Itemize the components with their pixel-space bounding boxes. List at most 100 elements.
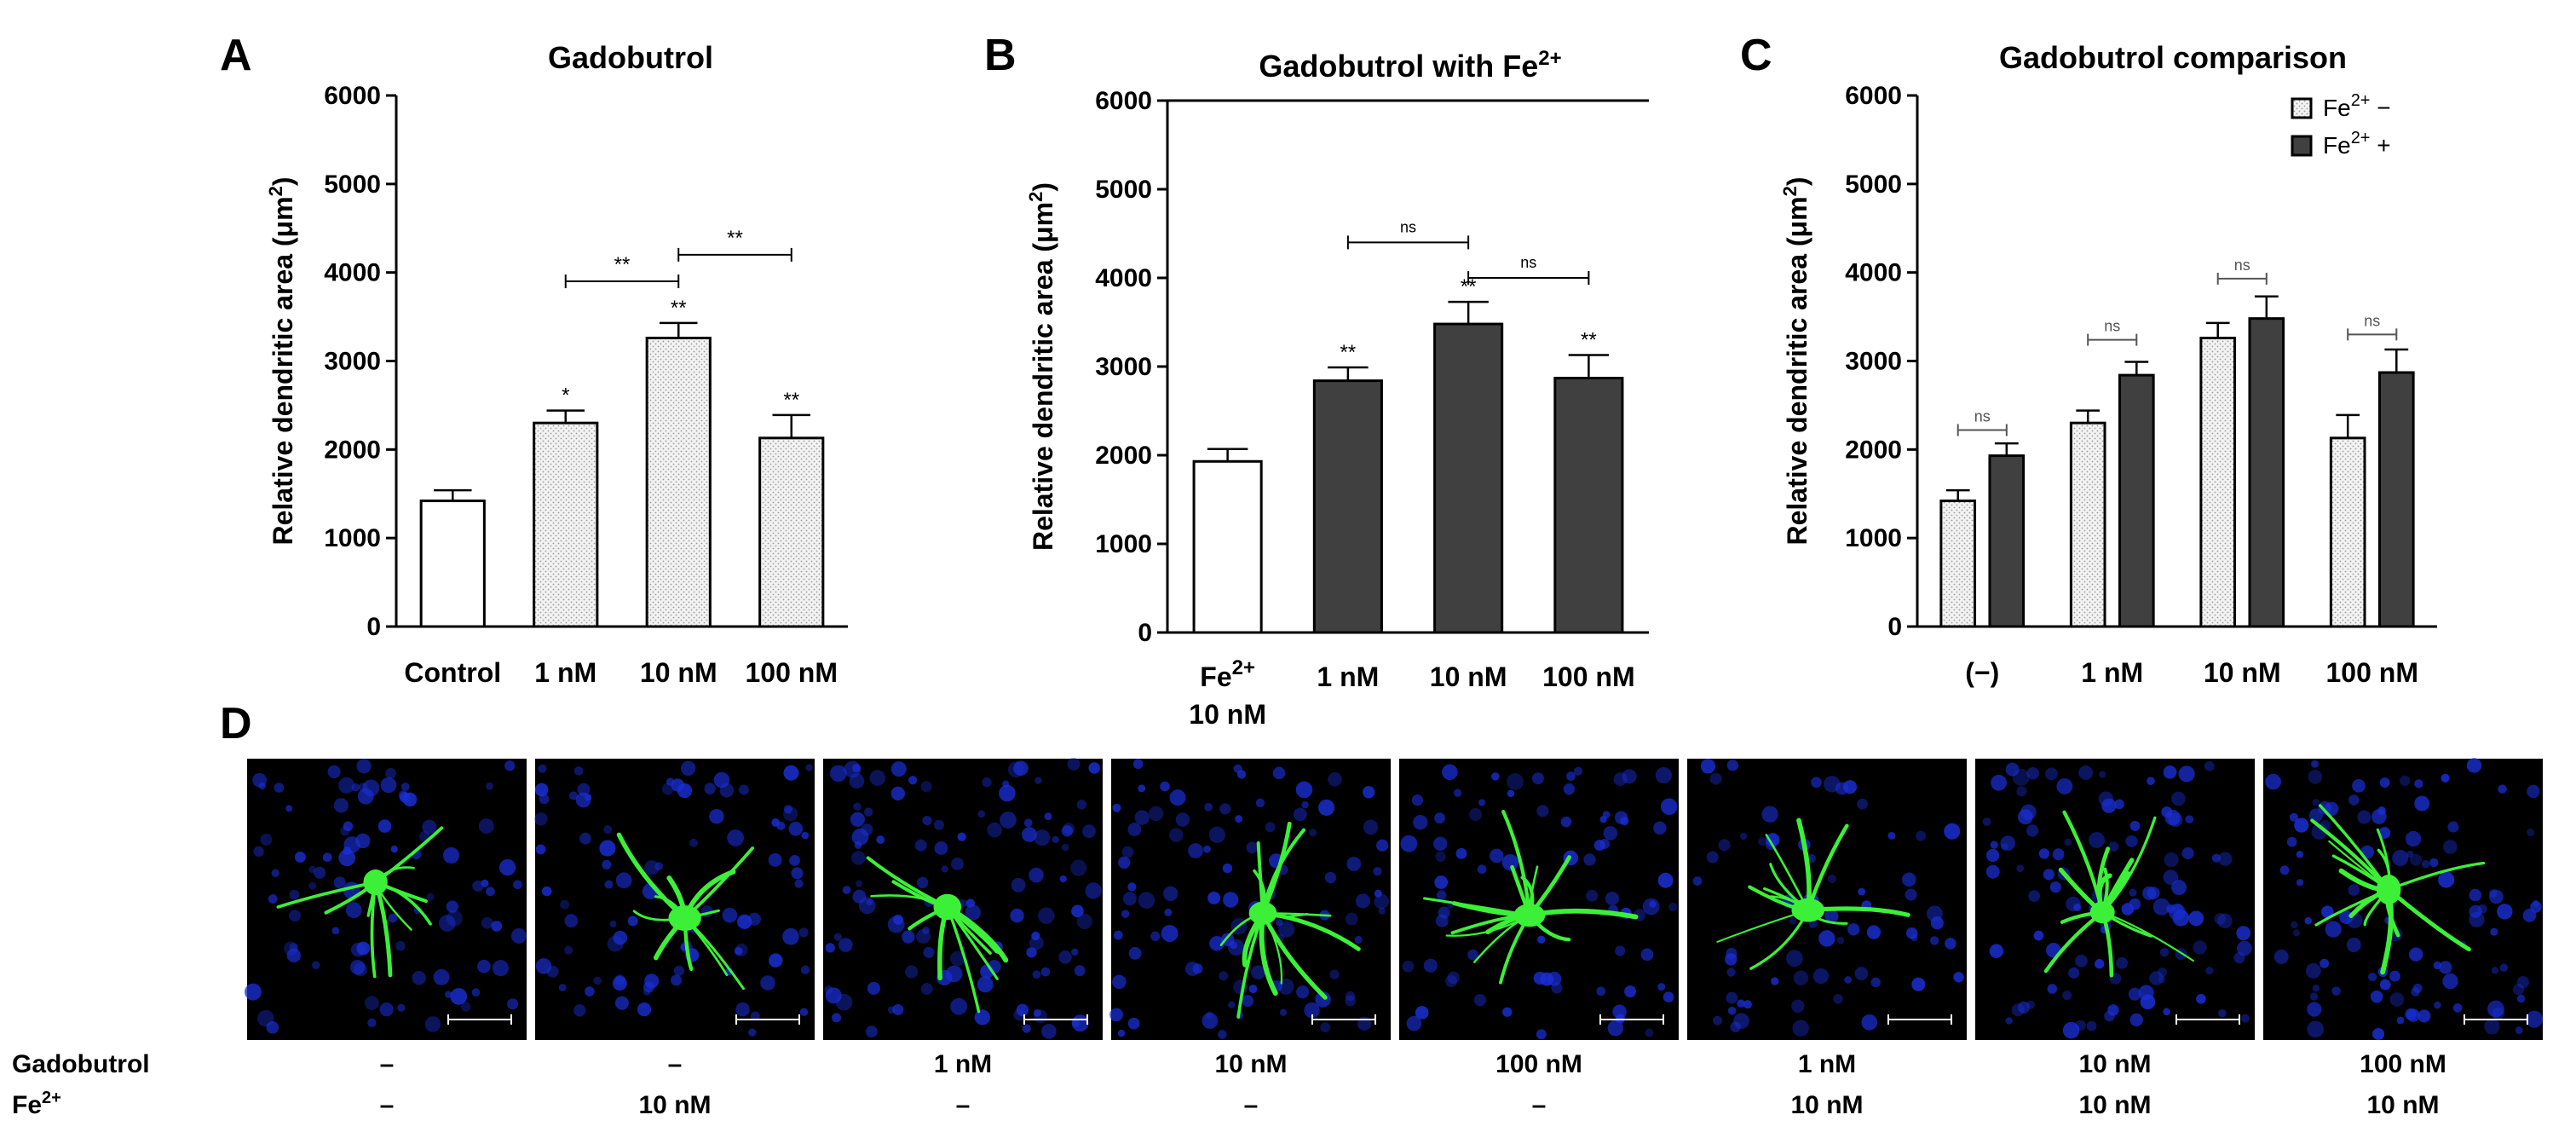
nucleus-dot <box>1477 864 1487 875</box>
fe-condition-label: – <box>380 1091 395 1119</box>
nucleus-dot <box>1870 977 1881 988</box>
y-tick-label: 3000 <box>324 348 381 376</box>
x-category-label: 10 nM <box>2204 657 2281 688</box>
nucleus-dot <box>1490 848 1504 864</box>
nucleus-dot <box>957 832 966 841</box>
nucleus-dot <box>949 950 965 967</box>
nucleus-dot <box>2441 773 2450 783</box>
nucleus-dot <box>1824 909 1839 923</box>
nucleus-dot <box>253 846 264 858</box>
nucleus-dot <box>1444 975 1457 988</box>
nucleus-dot <box>1990 841 1998 849</box>
comparison-label: ns <box>1520 254 1536 271</box>
nucleus-dot <box>395 940 406 951</box>
nucleus-dot <box>615 872 632 889</box>
y-axis-label-space <box>268 246 298 254</box>
nucleus-dot <box>1188 843 1203 858</box>
nucleus-dot <box>1991 774 2007 791</box>
nucleus-dot <box>974 1009 990 1025</box>
nucleus-dot <box>1272 766 1286 780</box>
nucleus-dot <box>1847 923 1860 936</box>
nucleus-dot <box>1022 1024 1031 1033</box>
nucleus-dot <box>485 887 495 897</box>
nucleus-dot <box>1320 1022 1331 1033</box>
nucleus-dot <box>1844 976 1853 984</box>
nucleus-dot <box>2348 794 2360 806</box>
nucleus-dot <box>498 858 516 876</box>
micrograph-tile <box>2263 758 2544 1041</box>
nucleus-dot <box>1818 930 1835 947</box>
nucleus-dot <box>1363 819 1379 835</box>
fe-condition-label: 10 nM <box>638 1091 711 1119</box>
y-tick-label: 4000 <box>324 259 381 287</box>
nucleus-dot <box>1204 802 1213 812</box>
nucleus-dot <box>951 857 964 870</box>
neuron-soma <box>363 869 388 896</box>
nucleus-dot <box>1374 889 1382 898</box>
nucleus-dot <box>2296 879 2304 887</box>
nucleus-dot <box>864 807 873 817</box>
y-axis-label-close: ) <box>1028 182 1058 192</box>
nucleus-dot <box>1435 914 1449 927</box>
nucleus-dot <box>477 959 491 973</box>
nucleus-dot <box>1599 839 1611 849</box>
nucleus-dot <box>892 1003 904 1015</box>
fe-condition-label: 10 nM <box>1790 1091 1863 1119</box>
nucleus-dot <box>2497 904 2513 920</box>
nucleus-dot <box>1374 893 1389 910</box>
nucleus-dot <box>1328 771 1342 787</box>
nucleus-dot <box>2348 884 2360 896</box>
nucleus-dot <box>2049 881 2061 893</box>
bar <box>1988 454 2026 628</box>
nucleus-dot <box>433 968 450 985</box>
y-tick-label: 3000 <box>1095 353 1152 381</box>
neuron-soma <box>2376 875 2401 905</box>
nucleus-dot <box>2114 799 2124 810</box>
significance-marker: ** <box>671 297 687 320</box>
y-tick-label: 6000 <box>1095 87 1152 115</box>
nucleus-dot <box>1038 907 1055 925</box>
x-category-text: Fe <box>1200 661 1231 692</box>
nucleus-dot <box>1203 845 1211 853</box>
micrograph-background <box>247 759 527 1040</box>
nucleus-dot <box>893 915 903 925</box>
nucleus-dot <box>916 876 929 889</box>
nucleus-dot <box>1127 823 1142 836</box>
nucleus-dot <box>1070 859 1087 876</box>
nucleus-dot <box>593 976 602 985</box>
chart-title-text: Gadobutrol <box>548 40 713 75</box>
nucleus-dot <box>643 981 655 993</box>
comparison-label: ns <box>1974 407 1991 425</box>
x-category-label: 100 nM <box>2326 657 2418 688</box>
nucleus-dot <box>2372 1027 2385 1041</box>
nucleus-dot <box>1082 824 1096 839</box>
nucleus-dot <box>1739 832 1748 841</box>
nucleus-dot <box>783 806 798 822</box>
nucleus-dot <box>573 766 584 776</box>
nucleus-dot <box>654 862 664 871</box>
nucleus-dot <box>965 904 982 921</box>
bar <box>1939 500 1977 628</box>
micrograph-tile <box>244 759 527 1040</box>
nucleus-dot <box>1468 807 1483 822</box>
nucleus-dot <box>2078 765 2094 780</box>
bar <box>758 436 825 628</box>
bar <box>2329 436 2366 628</box>
nucleus-dot <box>2321 905 2334 919</box>
nucleus-dot <box>2149 971 2164 985</box>
nucleus-dot <box>2389 992 2405 1007</box>
nucleus-dot <box>1230 941 1237 950</box>
nucleus-dot <box>1758 837 1767 846</box>
nucleus-dot <box>2147 777 2155 785</box>
nucleus-dot <box>274 783 285 793</box>
nucleus-dot <box>1138 784 1146 793</box>
nucleus-dot <box>1985 848 2000 863</box>
nucleus-dot <box>1727 1006 1737 1015</box>
nucleus-dot <box>835 993 853 1011</box>
nucleus-dot <box>1160 781 1170 792</box>
nucleus-dot <box>2170 791 2186 806</box>
nucleus-dot <box>286 948 301 963</box>
nucleus-dot <box>1640 948 1654 962</box>
nucleus-dot <box>333 876 346 889</box>
nucleus-dot <box>920 982 933 995</box>
